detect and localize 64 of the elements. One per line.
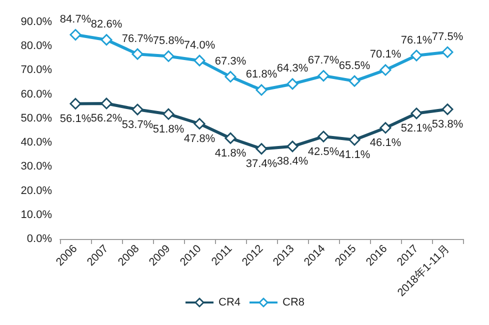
point <box>100 98 112 110</box>
point <box>224 132 236 144</box>
point <box>410 108 422 120</box>
point <box>380 64 392 76</box>
point <box>410 50 422 62</box>
point <box>132 104 144 116</box>
data-label: 42.5% <box>308 146 340 158</box>
y-tick-label: 30.0% <box>20 160 52 173</box>
data-label: 75.8% <box>152 34 184 47</box>
data-label: 82.6% <box>90 18 122 31</box>
y-tick-label: 70.0% <box>20 64 52 76</box>
data-label: 37.4% <box>246 158 278 170</box>
data-label: 64.3% <box>276 62 308 75</box>
point <box>348 75 360 87</box>
point <box>162 50 174 62</box>
data-label: 38.4% <box>276 156 308 168</box>
data-label: 52.1% <box>400 122 432 135</box>
data-label: 84.7% <box>60 14 92 26</box>
y-tick-label: 80.0% <box>20 40 52 52</box>
data-label: 77.5% <box>432 30 464 43</box>
point <box>256 143 268 155</box>
point <box>132 48 144 60</box>
point <box>318 70 330 82</box>
data-label: 76.7% <box>122 32 154 45</box>
y-tick-label: 50.0% <box>20 112 52 124</box>
point <box>162 108 174 120</box>
data-label: 67.7% <box>308 54 340 67</box>
point <box>286 78 298 90</box>
y-tick-label: 60.0% <box>20 88 52 100</box>
data-label: 51.8% <box>152 123 184 136</box>
data-label: 70.1% <box>370 48 402 61</box>
data-label: 41.8% <box>214 147 246 160</box>
point <box>100 34 112 46</box>
point <box>70 29 82 41</box>
data-label: 53.7% <box>122 118 154 131</box>
data-label: 67.3% <box>214 55 246 68</box>
y-tick-label: 0.0% <box>26 233 52 245</box>
data-label: 53.8% <box>432 118 464 131</box>
data-label: 65.5% <box>338 60 370 72</box>
point <box>380 122 392 134</box>
point <box>318 130 330 142</box>
point <box>194 54 206 66</box>
data-label: 47.8% <box>184 133 216 145</box>
point <box>70 98 82 110</box>
data-label: 56.2% <box>90 112 122 125</box>
data-label: 76.1% <box>400 34 432 46</box>
data-label: 61.8% <box>246 68 278 81</box>
point <box>194 118 206 130</box>
legend-label: CR8 <box>282 296 305 308</box>
data-label: 41.1% <box>338 149 370 162</box>
data-label: 56.1% <box>60 112 92 125</box>
point <box>442 104 454 116</box>
y-tick-label: 20.0% <box>20 184 52 197</box>
point <box>256 84 268 96</box>
y-tick-label: 40.0% <box>20 136 52 149</box>
point <box>442 46 454 58</box>
point <box>286 140 298 152</box>
point <box>348 134 360 146</box>
y-tick-label: 10.0% <box>20 208 52 221</box>
data-label: 74.0% <box>184 39 216 52</box>
data-label: 46.1% <box>370 137 402 150</box>
point <box>224 70 236 82</box>
legend-label: CR4 <box>218 296 241 308</box>
y-tick-label: 90.0% <box>20 16 52 28</box>
